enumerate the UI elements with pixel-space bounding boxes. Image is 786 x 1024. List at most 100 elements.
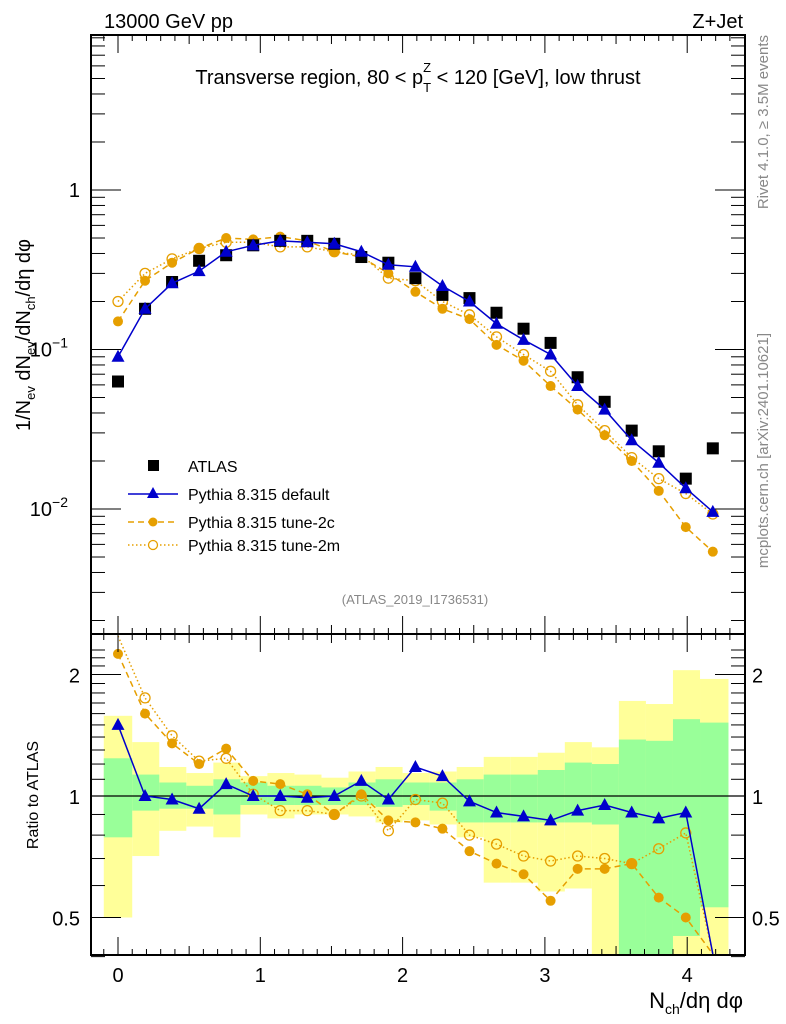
point-tune-2c: [275, 779, 286, 790]
point-atlas: [652, 445, 665, 458]
mcplots-credit: mcplots.cern.ch [arXiv:2401.10621]: [755, 333, 772, 568]
point-tune-2c: [113, 316, 123, 327]
point-default: [327, 789, 341, 801]
point-tune-2c: [113, 648, 123, 659]
point-atlas: [517, 322, 530, 335]
point-atlas: [598, 395, 611, 408]
point-default: [138, 789, 152, 801]
point-default: [165, 276, 179, 289]
point-tune-2m: [680, 827, 692, 839]
point-tune-2c: [626, 858, 637, 869]
point-tune-2c: [680, 912, 691, 923]
x-tick-label: 1: [255, 965, 266, 987]
point-tune-2m: [571, 850, 584, 862]
point-tune-2c: [545, 381, 556, 392]
point-tune-2m: [220, 752, 232, 764]
point-atlas: [490, 306, 503, 319]
point-default: [165, 792, 179, 805]
point-tune-2m: [436, 797, 449, 809]
point-atlas: [193, 254, 206, 267]
point-tune-2c: [572, 404, 583, 415]
title-sup: Z: [423, 60, 431, 75]
point-default: [652, 455, 666, 468]
band-green: [591, 764, 619, 825]
point-tune-2m: [517, 850, 530, 862]
point-atlas: [436, 288, 449, 301]
x-tick-label: 4: [682, 965, 693, 987]
point-tune-2c: [383, 268, 394, 279]
legend-label-default: Pythia 8.315 default: [188, 487, 330, 504]
ratio-y-tick-label: 0.5: [52, 909, 80, 931]
point-default: [138, 301, 152, 314]
point-tune-2c: [464, 846, 475, 857]
ratio-y-tick-label-right: 0.5: [752, 909, 780, 931]
point-default: [625, 805, 639, 818]
point-default: [517, 809, 531, 822]
main-series: [111, 231, 720, 557]
point-tune-2c: [194, 243, 205, 254]
point-tune-2m: [382, 825, 395, 837]
point-tune-2c: [248, 775, 259, 786]
point-tune-2c: [653, 485, 664, 496]
band-green: [103, 758, 133, 838]
title-part2: < 120 [GeV], low thrust: [431, 67, 641, 89]
point-default: [408, 259, 422, 272]
point-default: [462, 294, 476, 307]
band-green: [618, 739, 646, 954]
ratio-y-tick-label: 2: [69, 666, 80, 688]
point-tune-2m: [544, 855, 557, 867]
point-default: [273, 789, 287, 801]
point-default: [544, 813, 558, 826]
point-atlas: [409, 272, 422, 285]
point-default: [544, 347, 558, 360]
point-tune-2c: [518, 355, 529, 366]
legend-marker-default: [147, 487, 159, 498]
point-default: [219, 244, 233, 257]
main-ylabel: 1/Nev dNev/dNch/dη dφ: [13, 239, 38, 431]
point-tune-2m: [653, 843, 665, 855]
point-default: [246, 238, 260, 251]
point-atlas: [625, 424, 638, 437]
y-tick-label: 1: [69, 180, 80, 202]
point-tune-2c: [410, 286, 421, 297]
point-default: [111, 717, 125, 730]
point-default: [679, 805, 693, 818]
point-atlas: [679, 472, 692, 485]
plot-title: Transverse region, 80 < pTZ < 120 [GeV],…: [195, 60, 641, 95]
header-left: 13000 GeV pp: [104, 11, 233, 33]
y-tick-exponent: −1: [52, 335, 68, 351]
band-green: [700, 722, 729, 908]
point-default: [598, 402, 612, 415]
point-tune-2c: [221, 233, 232, 244]
x-tick-label: 2: [397, 965, 408, 987]
point-default: [111, 349, 125, 362]
point-default: [327, 236, 341, 249]
point-default: [273, 233, 287, 246]
point-atlas: [706, 442, 719, 455]
point-tune-2c: [599, 863, 610, 874]
point-tune-2c: [626, 455, 637, 466]
y-tick-exponent: −2: [52, 494, 68, 510]
point-default: [192, 264, 206, 277]
point-tune-2m: [463, 829, 476, 841]
point-tune-2m: [301, 804, 313, 817]
point-default: [462, 794, 476, 807]
band-green: [402, 782, 430, 805]
point-tune-2c: [653, 892, 664, 903]
point-atlas: [112, 375, 124, 388]
series-line-tune-2m: [117, 635, 714, 955]
point-tune-2c: [221, 743, 232, 754]
point-tune-2m: [653, 472, 665, 485]
point-default: [598, 797, 612, 810]
title-part1: Transverse region, 80 < p: [195, 67, 423, 89]
point-default: [408, 759, 422, 772]
point-default: [246, 789, 260, 801]
point-tune-2m: [544, 365, 557, 377]
point-tune-2c: [491, 339, 502, 350]
band-green: [645, 740, 673, 954]
point-tune-2c: [383, 815, 394, 826]
x-tick-label: 0: [112, 965, 123, 987]
legend-label-2c: Pythia 8.315 tune-2c: [188, 515, 335, 532]
point-tune-2c: [572, 863, 583, 874]
point-tune-2m: [139, 692, 151, 704]
